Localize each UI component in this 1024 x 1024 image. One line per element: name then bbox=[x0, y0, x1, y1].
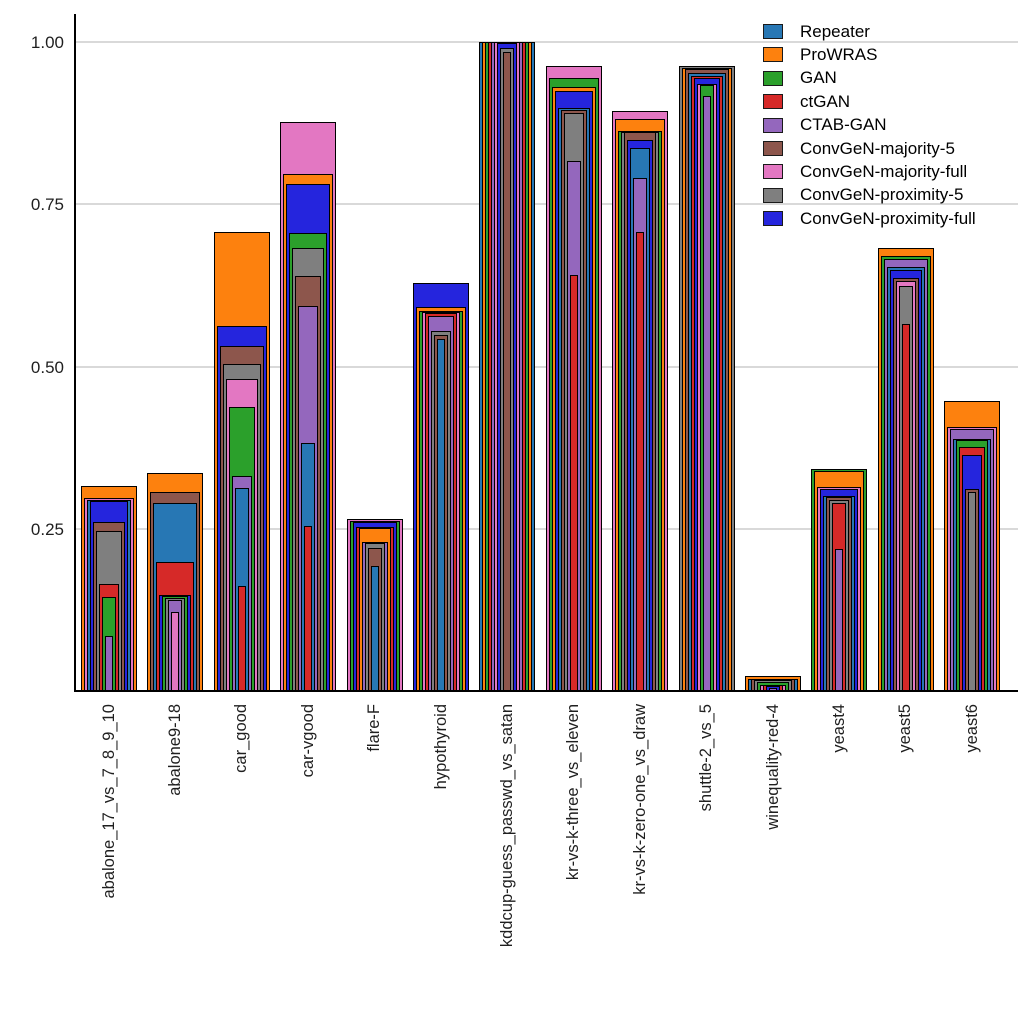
legend-swatch-icon bbox=[763, 47, 783, 63]
legend-label: ConvGeN-majority-full bbox=[800, 161, 968, 181]
legend-label: ConvGeN-majority-5 bbox=[800, 138, 955, 158]
legend-item-Repeater: Repeater bbox=[763, 20, 870, 43]
legend-item-GAN: GAN bbox=[763, 67, 837, 90]
x-tick-label: car-vgood bbox=[298, 704, 317, 778]
bar-ConvGeN-majority-full-abalone9-18 bbox=[171, 611, 180, 691]
y-tick-label: 0.50 bbox=[30, 357, 64, 377]
legend-item-ProWRAS: ProWRAS bbox=[763, 43, 877, 66]
x-tick-label: yeast5 bbox=[896, 704, 915, 753]
x-tick-label: flare-F bbox=[365, 704, 384, 752]
bar-ctGAN-kr-vs-k-zero-one_vs_draw bbox=[636, 231, 645, 691]
legend-label: ProWRAS bbox=[800, 44, 878, 64]
x-axis-line bbox=[74, 690, 1018, 692]
y-axis-line bbox=[74, 14, 76, 692]
bar-CTAB-GAN-shuttle-2_vs_5 bbox=[702, 95, 711, 691]
legend-label: CTAB-GAN bbox=[800, 115, 887, 135]
legend-label: Repeater bbox=[800, 21, 870, 41]
x-tick-label: kr-vs-k-three_vs_eleven bbox=[564, 704, 583, 881]
legend-item-ConvGeN-majority-full: ConvGeN-majority-full bbox=[763, 160, 967, 183]
x-tick-label: yeast4 bbox=[829, 704, 848, 753]
bar-ConvGeN-proximity-5-yeast6 bbox=[968, 491, 977, 691]
bar-ctGAN-yeast5 bbox=[901, 323, 910, 691]
bar-ctGAN-car-vgood bbox=[304, 525, 313, 691]
legend-swatch-icon bbox=[763, 24, 783, 39]
legend-swatch-icon bbox=[763, 117, 783, 133]
bar-CTAB-GAN-abalone_17_vs_7_8_9_10 bbox=[105, 636, 113, 691]
y-tick-label: 0.25 bbox=[30, 519, 64, 539]
y-tick-label: 1.00 bbox=[30, 33, 64, 52]
legend-item-ctGAN: ctGAN bbox=[763, 90, 850, 113]
x-tick-label: winequality-red-4 bbox=[763, 704, 782, 830]
legend-swatch-icon bbox=[763, 70, 783, 86]
legend-item-ConvGeN-proximity-5: ConvGeN-proximity-5 bbox=[763, 184, 963, 207]
x-tick-label: hypothyroid bbox=[431, 704, 450, 790]
x-tick-label: kddcup-guess_passwd_vs_satan bbox=[497, 704, 516, 948]
bar-ctGAN-kr-vs-k-three_vs_eleven bbox=[569, 274, 578, 691]
x-tick-label: abalone9-18 bbox=[165, 704, 184, 796]
legend-swatch-icon bbox=[763, 211, 783, 227]
x-tick-label: car_good bbox=[232, 704, 251, 773]
y-tick-label: 0.75 bbox=[30, 195, 64, 215]
x-tick-label: kr-vs-k-zero-one_vs_draw bbox=[630, 704, 649, 895]
bar-Repeater-hypothyroid bbox=[437, 338, 445, 691]
legend-label: ctGAN bbox=[800, 91, 851, 111]
bar-ctGAN-car_good bbox=[237, 585, 246, 691]
x-tick-label: shuttle-2_vs_5 bbox=[697, 704, 716, 812]
bar-CTAB-GAN-yeast4 bbox=[835, 548, 844, 691]
legend-item-ConvGeN-proximity-full: ConvGeN-proximity-full bbox=[763, 207, 976, 230]
legend-item-ConvGeN-majority-5: ConvGeN-majority-5 bbox=[763, 137, 955, 160]
bar-Repeater-flare-F bbox=[370, 566, 379, 691]
legend-label: ConvGeN-proximity-5 bbox=[800, 185, 964, 205]
x-tick-label: abalone_17_vs_7_8_9_10 bbox=[99, 704, 118, 899]
legend-swatch-icon bbox=[763, 141, 783, 156]
legend-swatch-icon bbox=[763, 164, 783, 180]
legend-item-CTAB-GAN: CTAB-GAN bbox=[763, 114, 887, 137]
legend-swatch-icon bbox=[763, 187, 783, 203]
legend-label: ConvGeN-proximity-full bbox=[800, 208, 976, 228]
bar-ConvGeN-majority-5-kddcup-guess_passwd_vs_satan bbox=[503, 51, 512, 691]
legend-swatch-icon bbox=[763, 94, 783, 110]
gridline-1.00 bbox=[76, 41, 1018, 43]
legend-label: GAN bbox=[800, 68, 837, 88]
x-tick-label: yeast6 bbox=[962, 704, 981, 753]
